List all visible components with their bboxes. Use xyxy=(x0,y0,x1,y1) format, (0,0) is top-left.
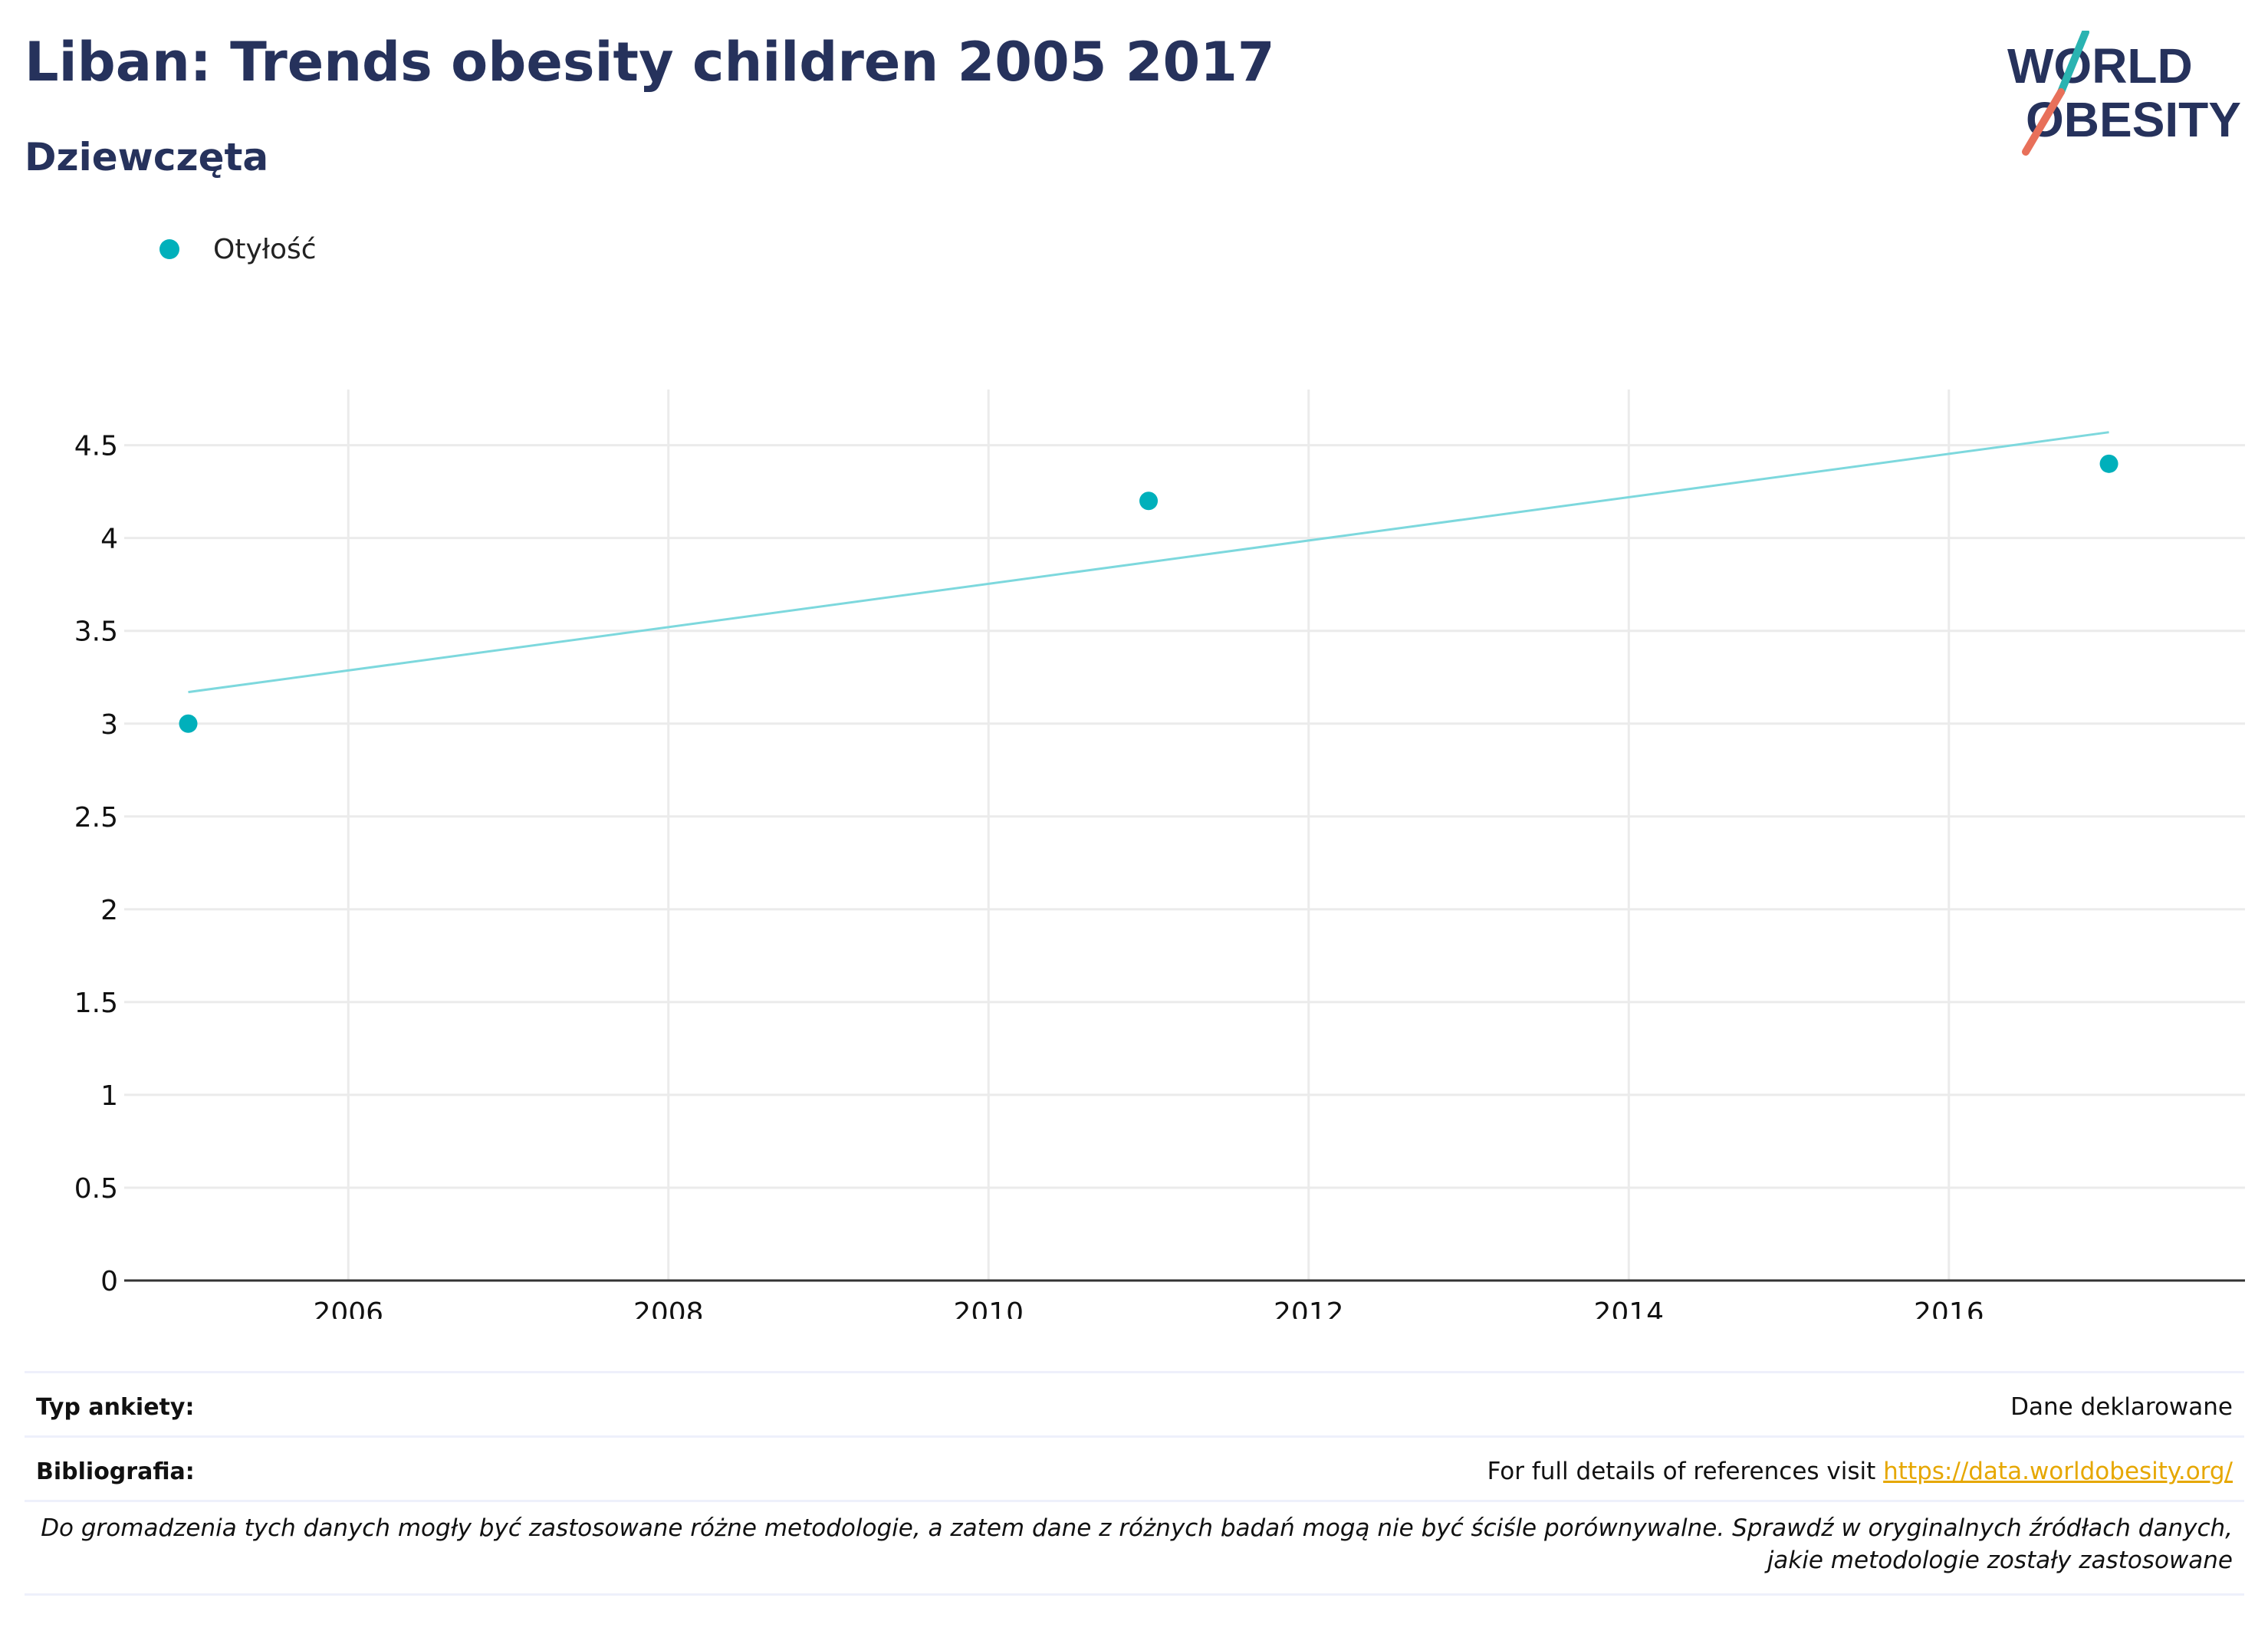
y-tick-label: 0.5 xyxy=(74,1173,118,1205)
methodology-note: Do gromadzenia tych danych mogły być zas… xyxy=(41,1514,2233,1574)
chart-title: Liban: Trends obesity children 2005 2017 xyxy=(25,31,1275,94)
trendline xyxy=(188,431,2109,694)
y-tick-label: 2.5 xyxy=(74,802,118,833)
y-tick-label: 3 xyxy=(100,709,118,741)
bibliography-label: Bibliografia: xyxy=(36,1458,195,1485)
divider xyxy=(25,1371,2244,1373)
survey-type-row: Typ ankiety: Dane deklarowane xyxy=(25,1380,2244,1434)
logo-text-world: WORLD xyxy=(2007,38,2193,94)
chart-subtitle: Dziewczęta xyxy=(25,135,269,179)
logo-text-obesity: OBESITY xyxy=(2026,92,2241,147)
x-tick-label: 2014 xyxy=(1593,1297,1664,1319)
legend-marker-icon xyxy=(159,239,179,259)
divider xyxy=(25,1435,2244,1438)
bibliography-value: For full details of references visit htt… xyxy=(1487,1458,2244,1485)
y-tick-label: 4 xyxy=(100,524,118,555)
divider xyxy=(25,1593,2244,1596)
world-obesity-logo: WORLD OBESITY xyxy=(2007,31,2241,156)
y-tick-label: 3.5 xyxy=(74,616,118,648)
survey-type-label: Typ ankiety: xyxy=(36,1393,195,1421)
legend[interactable]: Otyłość xyxy=(159,230,317,268)
survey-type-value: Dane deklarowane xyxy=(2010,1393,2233,1421)
data-point xyxy=(179,714,198,733)
logo-slash-coral-icon xyxy=(2022,88,2065,156)
bibliography-link[interactable]: https://data.worldobesity.org/ xyxy=(1883,1458,2233,1485)
x-tick-label: 2008 xyxy=(633,1297,704,1319)
y-tick-label: 0 xyxy=(100,1266,118,1297)
y-tick-label: 4.5 xyxy=(74,431,118,462)
x-tick-label: 2006 xyxy=(313,1297,383,1319)
y-tick-label: 1.5 xyxy=(74,988,118,1019)
y-tick-label: 2 xyxy=(100,895,118,926)
x-tick-label: 2010 xyxy=(953,1297,1024,1319)
bibliography-text: For full details of references visit xyxy=(1487,1458,1884,1485)
y-tick-label: 1 xyxy=(100,1080,118,1112)
chart-plot: 0 0.5 1 1.5 2 2.5 3 3.5 4 4.5 2006 2008 2010 2012 2014… xyxy=(74,390,2245,1319)
data-point xyxy=(1139,492,1159,511)
legend-label: Otyłość xyxy=(213,233,317,265)
logo-slash-teal-icon xyxy=(2057,31,2089,96)
x-tick-label: 2016 xyxy=(1914,1297,1984,1319)
bibliography-row: Bibliografia: For full details of refere… xyxy=(25,1445,2244,1498)
data-point xyxy=(2099,454,2118,473)
divider xyxy=(25,1500,2244,1502)
x-tick-label: 2012 xyxy=(1274,1297,1344,1319)
